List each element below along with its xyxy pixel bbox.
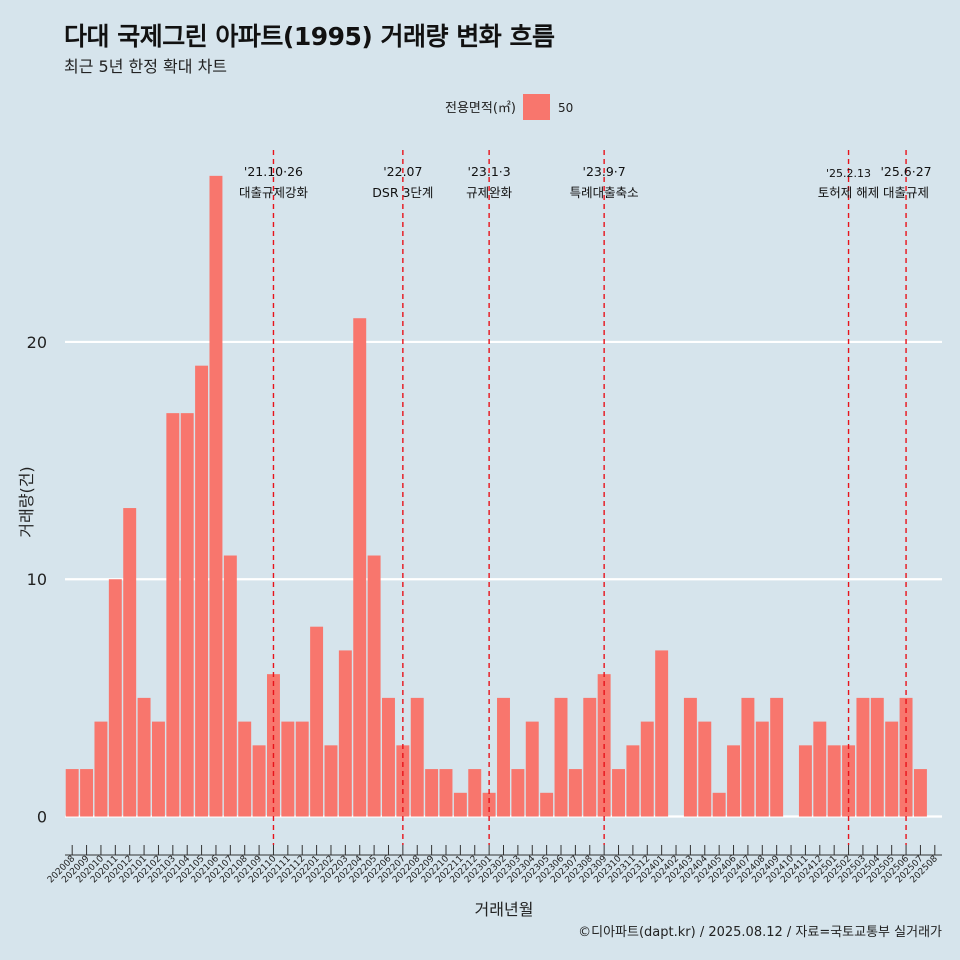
bar-202103 (166, 413, 180, 817)
bar-202307 (568, 769, 582, 817)
bar-202401 (655, 650, 669, 817)
bar-202104 (180, 413, 194, 817)
event-date-202207: '22.07 (383, 164, 422, 179)
event-date-202301: '23.1·3 (468, 164, 511, 179)
bar-202504 (870, 697, 884, 817)
bar-202301 (482, 792, 496, 817)
bar-202209 (425, 769, 439, 817)
bar-202105 (195, 365, 209, 817)
y-tick-label-0: 0 (37, 808, 47, 827)
bar-202101 (137, 697, 151, 817)
legend-swatch (523, 94, 550, 120)
event-label-202506: 대출규제 (883, 185, 929, 200)
legend: 전용면적(㎡) 50 (445, 94, 573, 120)
bar-202107 (223, 555, 237, 817)
x-axis-label: 거래년월 (475, 900, 534, 919)
bar-202202 (324, 745, 338, 817)
chart-subtitle: 최근 5년 한정 확대 차트 (64, 57, 228, 76)
legend-entry: 50 (558, 101, 573, 115)
bar-202303 (511, 769, 525, 817)
event-date-202309: '23.9·7 (583, 164, 626, 179)
bar-202408 (755, 721, 769, 817)
bar-202409 (770, 697, 784, 817)
event-label-202207: DSR 3단계 (372, 185, 433, 200)
event-date-202110: '21.10·26 (244, 164, 303, 179)
bar-202205 (367, 555, 381, 817)
legend-title: 전용면적(㎡) (445, 101, 516, 116)
bar-202403 (683, 697, 697, 817)
bar-202108 (238, 721, 252, 817)
bar-202405 (712, 792, 726, 817)
event-label-202502: 토허제 해제 (818, 185, 879, 200)
bar-202206 (382, 697, 395, 817)
bar-202102 (151, 721, 165, 817)
bar-202501 (827, 745, 841, 817)
event-markers: '21.10·26 대출규제강화 '22.07 DSR 3단계 '23.1·3 규제완화 '… (239, 150, 932, 845)
bar-202302 (497, 697, 510, 817)
bar-202412 (813, 721, 827, 817)
bar-202406 (727, 745, 740, 817)
bar-202411 (798, 745, 812, 817)
bar-202505 (885, 721, 899, 817)
bar-202008 (65, 769, 79, 817)
bar-202210 (439, 769, 453, 817)
bar-202503 (856, 697, 870, 817)
bar-202010 (94, 721, 108, 817)
bar-202310 (612, 769, 625, 817)
caption: ©디아파트(dapt.kr) / 2025.08.12 / 자료=국토교통부 실… (578, 925, 942, 940)
bars (65, 175, 927, 817)
bar-202201 (310, 626, 324, 817)
bar-202203 (338, 650, 352, 817)
bar-202111 (281, 721, 295, 817)
bar-202011 (108, 579, 122, 817)
event-date-202506: '25.6·27 (880, 164, 931, 179)
bar-202204 (353, 318, 367, 817)
bar-202009 (80, 769, 94, 817)
y-axis-label: 거래량(건) (17, 466, 36, 537)
bar-202208 (410, 697, 424, 817)
bar-202311 (626, 745, 640, 817)
chart-title: 다대 국제그린 아파트(1995) 거래량 변화 흐름 (64, 22, 555, 51)
bar-202404 (698, 721, 712, 817)
y-tick-label-20: 20 (27, 333, 47, 352)
bar-202312 (640, 721, 654, 817)
bar-202304 (525, 721, 539, 817)
bar-202211 (453, 792, 467, 817)
event-date-202502: '25.2.13 (826, 167, 871, 180)
event-label-202309: 특례대출축소 (570, 185, 639, 200)
bar-202305 (540, 792, 554, 817)
y-tick-label-10: 10 (27, 570, 47, 589)
y-axis: 0 10 20 (27, 333, 47, 827)
bar-202306 (554, 697, 568, 817)
bar-202109 (252, 745, 266, 817)
bar-202507 (913, 769, 927, 817)
bar-202112 (295, 721, 309, 817)
event-label-202110: 대출규제강화 (239, 185, 309, 200)
bar-202106 (209, 175, 223, 817)
bar-202308 (583, 697, 597, 817)
x-axis: 2020082020092020102020112020122021012021… (46, 845, 942, 885)
bar-202212 (468, 769, 482, 817)
event-label-202301: 규제완화 (466, 185, 513, 200)
bar-202012 (123, 508, 137, 817)
bar-202407 (741, 697, 755, 817)
